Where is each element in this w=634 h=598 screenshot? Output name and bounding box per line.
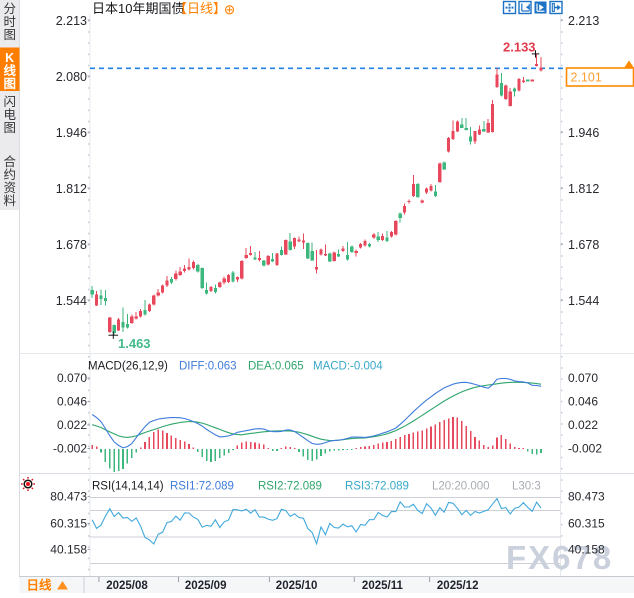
svg-text:2025/11: 2025/11 bbox=[362, 580, 404, 592]
svg-text:图: 图 bbox=[3, 77, 16, 91]
svg-text:MACD:-0.004: MACD:-0.004 bbox=[313, 361, 383, 373]
svg-text:-0.002: -0.002 bbox=[53, 442, 87, 456]
svg-text:合: 合 bbox=[3, 154, 16, 169]
svg-text:2025/08: 2025/08 bbox=[106, 580, 148, 592]
svg-text:2025/09: 2025/09 bbox=[185, 580, 227, 592]
svg-text:2.080: 2.080 bbox=[56, 70, 87, 84]
svg-text:DEA:0.065: DEA:0.065 bbox=[248, 361, 304, 373]
svg-text:RSI2:72.089: RSI2:72.089 bbox=[258, 481, 322, 493]
svg-text:40.158: 40.158 bbox=[50, 542, 87, 556]
svg-text:0.046: 0.046 bbox=[568, 395, 598, 409]
svg-text:1.946: 1.946 bbox=[568, 126, 599, 140]
svg-text:线: 线 bbox=[3, 63, 16, 78]
svg-text:2025/12: 2025/12 bbox=[437, 580, 479, 592]
svg-text:1.463: 1.463 bbox=[118, 336, 151, 351]
svg-text:L20:20.000: L20:20.000 bbox=[432, 481, 490, 493]
svg-text:RSI3:72.089: RSI3:72.089 bbox=[345, 481, 409, 493]
svg-text:2.101: 2.101 bbox=[571, 71, 602, 85]
svg-text:1.678: 1.678 bbox=[568, 238, 599, 252]
svg-text:60.315: 60.315 bbox=[50, 516, 87, 530]
svg-text:图: 图 bbox=[3, 28, 16, 42]
svg-text:1.678: 1.678 bbox=[56, 238, 87, 252]
svg-text:80.473: 80.473 bbox=[568, 489, 605, 503]
svg-text:分: 分 bbox=[3, 2, 16, 16]
svg-text:0.070: 0.070 bbox=[568, 371, 598, 385]
svg-text:图: 图 bbox=[3, 121, 16, 135]
svg-text:40.158: 40.158 bbox=[568, 542, 605, 556]
svg-text:L30:3: L30:3 bbox=[512, 481, 541, 493]
svg-text:2.213: 2.213 bbox=[56, 14, 87, 28]
svg-text:0.022: 0.022 bbox=[568, 418, 598, 432]
svg-text:2.133: 2.133 bbox=[503, 40, 536, 55]
svg-text:2025/10: 2025/10 bbox=[276, 580, 318, 592]
svg-text:料: 料 bbox=[3, 194, 16, 208]
svg-text:日本10年期国债: 日本10年期国债 bbox=[92, 1, 184, 16]
svg-text:资: 资 bbox=[3, 181, 16, 195]
svg-text:1.812: 1.812 bbox=[56, 182, 87, 196]
svg-text:0.022: 0.022 bbox=[57, 418, 87, 432]
svg-text:-0.002: -0.002 bbox=[568, 442, 602, 456]
svg-text:2.213: 2.213 bbox=[568, 14, 599, 28]
svg-text:1.544: 1.544 bbox=[568, 294, 599, 308]
svg-text:1.946: 1.946 bbox=[56, 126, 87, 140]
svg-text:60.315: 60.315 bbox=[568, 516, 605, 530]
svg-text:0.070: 0.070 bbox=[57, 371, 87, 385]
svg-text:K: K bbox=[5, 51, 14, 65]
svg-text:电: 电 bbox=[3, 108, 16, 122]
svg-text:约: 约 bbox=[3, 167, 16, 182]
svg-text:日线: 日线 bbox=[27, 578, 53, 593]
svg-text:闪: 闪 bbox=[3, 95, 16, 109]
svg-text:【日线】: 【日线】 bbox=[174, 1, 226, 16]
svg-text:0.046: 0.046 bbox=[57, 395, 87, 409]
svg-text:1.812: 1.812 bbox=[568, 182, 599, 196]
svg-text:80.473: 80.473 bbox=[50, 489, 87, 503]
svg-text:RSI(14,14,14): RSI(14,14,14) bbox=[92, 481, 164, 493]
svg-text:RSI1:72.089: RSI1:72.089 bbox=[170, 481, 234, 493]
svg-text:时: 时 bbox=[3, 15, 16, 29]
svg-text:MACD(26,12,9): MACD(26,12,9) bbox=[88, 361, 168, 373]
svg-text:1.544: 1.544 bbox=[56, 294, 87, 308]
svg-text:DIFF:0.063: DIFF:0.063 bbox=[179, 361, 237, 373]
